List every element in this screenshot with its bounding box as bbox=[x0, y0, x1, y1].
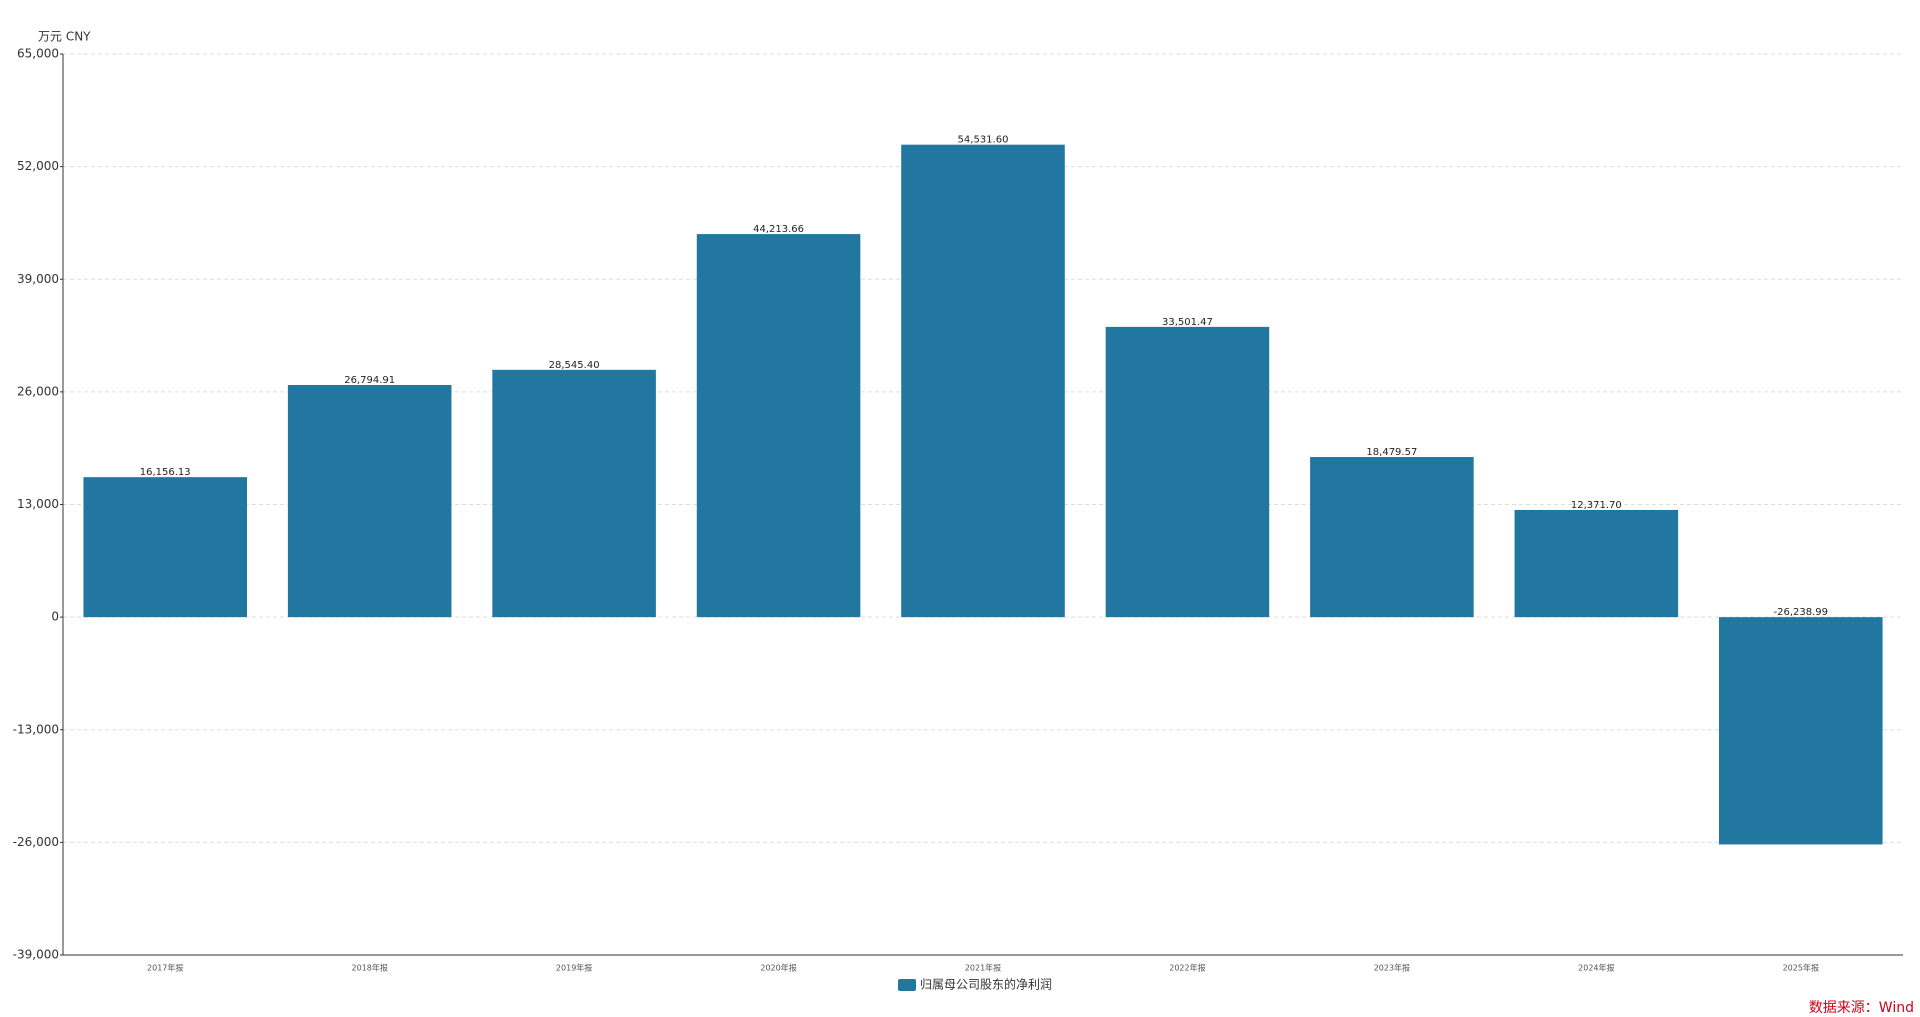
x-tick-label: 2025年报 bbox=[1783, 963, 1819, 973]
x-tick-label: 2019年报 bbox=[556, 963, 592, 973]
value-label: 18,479.57 bbox=[1366, 447, 1417, 458]
y-tick-label: 0 bbox=[51, 610, 59, 624]
bar bbox=[1105, 326, 1270, 618]
bar bbox=[1719, 617, 1883, 845]
value-label: -26,238.99 bbox=[1774, 607, 1829, 618]
bar bbox=[83, 477, 247, 618]
y-tick-label: 65,000 bbox=[17, 47, 59, 61]
unit-label: 万元 CNY bbox=[38, 30, 91, 44]
value-label: 16,156.13 bbox=[140, 467, 191, 478]
x-tick-label: 2023年报 bbox=[1374, 963, 1410, 973]
legend-label: 归属母公司股东的净利润 bbox=[920, 977, 1052, 992]
value-label: 33,501.47 bbox=[1162, 317, 1213, 328]
y-tick-label: 13,000 bbox=[17, 497, 59, 511]
value-label: 44,213.66 bbox=[753, 224, 804, 235]
value-label: 26,794.91 bbox=[344, 375, 395, 386]
x-tick-label: 2017年报 bbox=[147, 963, 183, 973]
bar bbox=[1514, 509, 1679, 618]
x-tick-label: 2020年报 bbox=[760, 963, 796, 973]
bar bbox=[901, 144, 1065, 618]
value-label: 54,531.60 bbox=[958, 135, 1009, 146]
value-label: 12,371.70 bbox=[1571, 500, 1622, 511]
value-label: 28,545.40 bbox=[549, 360, 600, 371]
y-tick-label: 39,000 bbox=[17, 272, 59, 286]
source: 数据来源：Wind bbox=[1809, 1000, 1914, 1016]
x-tick-label: 2022年报 bbox=[1169, 963, 1205, 973]
bar bbox=[492, 369, 656, 618]
bar bbox=[696, 234, 861, 618]
legend-swatch bbox=[898, 979, 916, 991]
y-tick-label: -26,000 bbox=[13, 835, 59, 849]
x-tick-label: 2018年报 bbox=[351, 963, 387, 973]
y-tick-label: -39,000 bbox=[13, 948, 59, 962]
y-tick-label: 52,000 bbox=[17, 159, 59, 173]
bar bbox=[287, 384, 452, 618]
y-tick-label: 26,000 bbox=[17, 384, 59, 398]
y-tick-label: -13,000 bbox=[13, 722, 59, 736]
bar bbox=[1310, 457, 1474, 618]
x-tick-label: 2024年报 bbox=[1578, 963, 1614, 973]
x-tick-label: 2021年报 bbox=[965, 963, 1001, 973]
